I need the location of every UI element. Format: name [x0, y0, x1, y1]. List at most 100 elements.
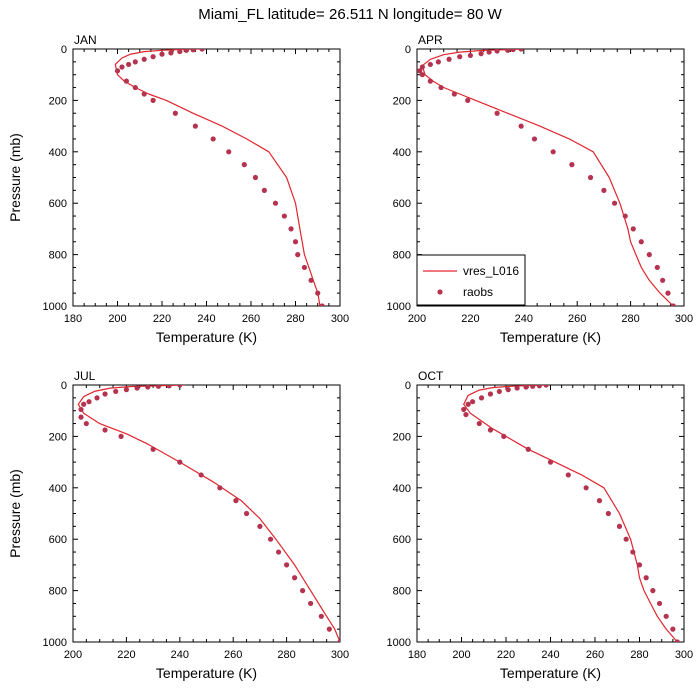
x-axis-title-jul: Temperature (K) [156, 665, 257, 681]
obs-point-jan [192, 123, 198, 129]
obs-point-jul [337, 639, 340, 642]
panel-label-oct: OCT [418, 369, 444, 383]
plot-frame-oct [416, 384, 685, 643]
data-layer-jul [77, 385, 340, 642]
obs-point-oct [674, 639, 680, 642]
obs-point-jan [132, 59, 138, 65]
x-tick-label-apr: 240 [515, 313, 533, 325]
y-tick-label-apr: 400 [393, 147, 411, 159]
obs-point-apr [531, 136, 538, 142]
x-tick-label-jan: 280 [286, 313, 304, 325]
obs-point-oct [583, 485, 589, 491]
x-tick-label-oct: 300 [675, 649, 693, 661]
obs-point-jul [78, 406, 84, 413]
y-tick-label-jan: 400 [49, 147, 67, 159]
x-tick-label-apr: 200 [408, 313, 426, 325]
obs-point-apr [419, 64, 425, 70]
y-tick-label-apr: 200 [393, 95, 411, 107]
obs-point-oct [530, 385, 536, 389]
obs-point-jan [210, 136, 216, 142]
obs-point-jul [113, 388, 119, 395]
obs-point-jul [284, 562, 290, 568]
obs-point-oct [650, 588, 656, 594]
obs-point-jul [308, 600, 314, 607]
obs-point-jan [241, 162, 247, 168]
obs-point-jul [198, 472, 204, 478]
x-tick-label-oct: 260 [586, 649, 604, 661]
obs-point-oct [636, 562, 643, 568]
obs-point-apr [494, 110, 500, 116]
obs-point-jul [326, 626, 332, 632]
y-tick-label-jul: 600 [49, 534, 67, 546]
y-tick-label-jan: 800 [49, 250, 67, 262]
y-tick-label-apr: 1000 [387, 301, 411, 313]
obs-point-apr [451, 91, 457, 97]
panel-oct: OCT 180 200 220 240 260 280 300 0 200 400 600 800 100… [387, 369, 694, 681]
obs-point-jul [94, 395, 100, 401]
obs-point-apr [446, 56, 452, 62]
obs-point-oct [476, 420, 482, 427]
y-tick-label-jul: 400 [49, 483, 67, 495]
obs-point-oct [496, 388, 502, 395]
obs-point-jan [119, 64, 125, 70]
obs-point-apr [654, 264, 660, 271]
x-tick-label-jan: 240 [197, 313, 215, 325]
obs-point-jan [159, 51, 165, 57]
obs-point-jan [308, 277, 314, 283]
x-tick-label-jan: 300 [331, 313, 349, 325]
obs-point-oct [536, 385, 542, 389]
y-axis-title-jan: Pressure (mb) [7, 133, 23, 222]
obs-point-oct [514, 385, 520, 391]
y-tick-label-jul: 0 [61, 380, 67, 392]
obs-point-oct [643, 575, 649, 581]
x-tick-label-jul: 260 [224, 649, 242, 661]
obs-point-apr [646, 252, 652, 258]
obs-point-oct [487, 427, 494, 433]
obs-point-jan [177, 49, 183, 55]
series-line-vres-l016-oct [463, 385, 678, 642]
obs-point-apr [630, 226, 636, 232]
y-tick-label-jan: 600 [49, 198, 67, 210]
obs-point-jan [261, 187, 267, 193]
x-tick-label-jan: 200 [108, 313, 126, 325]
obs-point-jan [132, 84, 138, 91]
panel-label-jan: JAN [74, 33, 97, 47]
obs-point-jan [126, 61, 132, 68]
obs-point-jul [300, 588, 306, 594]
obs-point-jul [102, 427, 108, 433]
obs-point-apr [587, 174, 594, 181]
obs-point-jan [199, 49, 205, 52]
obs-point-oct [465, 401, 471, 407]
x-tick-label-oct: 280 [630, 649, 648, 661]
obs-point-apr [478, 51, 484, 57]
y-tick-label-apr: 600 [393, 198, 411, 210]
panel-label-jul: JUL [74, 369, 96, 383]
y-tick-label-oct: 0 [405, 380, 411, 392]
obs-point-apr [510, 49, 516, 53]
obs-point-jul [318, 613, 324, 619]
y-tick-label-jul: 1000 [43, 637, 67, 649]
obs-point-jul [155, 385, 162, 389]
y-tick-label-jan: 0 [61, 44, 67, 56]
obs-point-apr [427, 78, 433, 84]
x-axis-title-jan: Temperature (K) [156, 329, 257, 345]
obs-point-apr [457, 54, 463, 60]
legend-box [416, 254, 526, 306]
data-layer-apr [417, 49, 676, 306]
obs-point-oct [525, 446, 531, 452]
obs-point-jan [319, 303, 325, 306]
obs-point-oct [463, 411, 469, 418]
obs-point-jul [217, 485, 223, 491]
legend-label-model: vres_L016 [463, 264, 519, 278]
obs-point-jan [272, 200, 279, 206]
obs-point-jul [177, 385, 183, 388]
obs-point-jul [267, 536, 274, 542]
obs-point-apr [417, 68, 423, 74]
x-tick-label-oct: 200 [452, 649, 470, 661]
obs-point-jul [86, 399, 92, 405]
obs-point-apr [505, 49, 511, 53]
series-line-vres-l016-apr [421, 49, 674, 306]
obs-point-apr [569, 162, 575, 168]
obs-point-jan [226, 149, 232, 155]
obs-point-oct [596, 498, 603, 504]
